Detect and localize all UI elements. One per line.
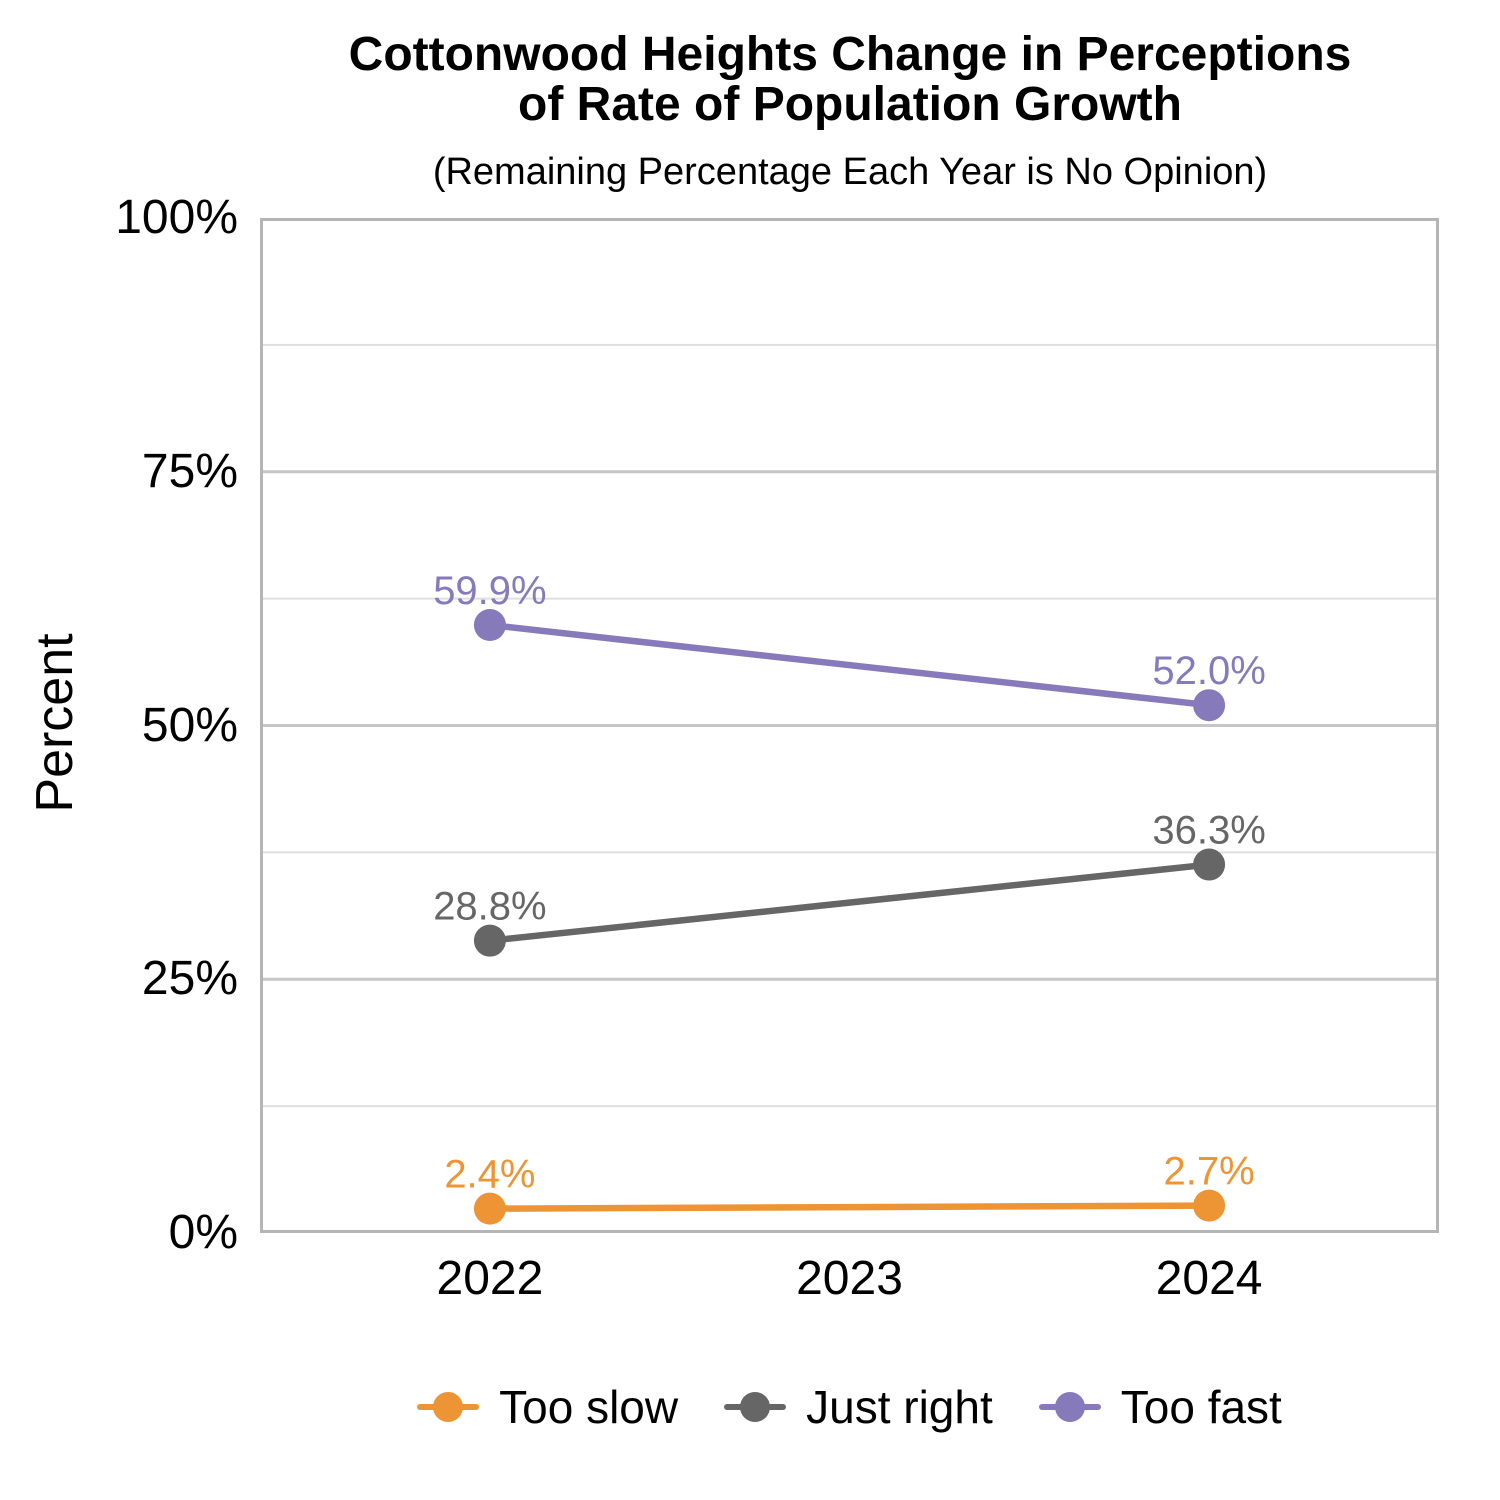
y-tick-0pct: 0% [168, 1206, 238, 1259]
legend-label-too-fast: Too fast [1120, 1381, 1282, 1433]
chart-title-line-2: of Rate of Population Growth [518, 78, 1182, 131]
data-point-too-fast-2024 [1193, 689, 1226, 722]
legend-key-dot-too-slow [433, 1392, 464, 1422]
data-point-too-slow-2022 [473, 1192, 506, 1225]
data-point-just-right-2024 [1193, 848, 1226, 881]
panel-border [260, 218, 1439, 1233]
legend-key-dot-too-fast [1054, 1392, 1085, 1422]
y-axis-tick-labels: 0% 25% 50% 75% 100% [0, 191, 238, 1259]
data-point-too-slow-2024 [1193, 1189, 1226, 1222]
data-label-too-slow-2024: 2.7% [1164, 1150, 1255, 1194]
y-tick-75pct: 75% [141, 444, 238, 498]
chart-title-line-1: Cottonwood Heights Change in Perceptions [348, 28, 1352, 81]
x-tick-2022: 2022 [436, 1252, 544, 1305]
legend-key-icon-too-fast [1038, 1390, 1101, 1424]
series-line-too-slow [489, 1202, 1210, 1212]
data-label-just-right-2022: 28.8% [433, 885, 546, 929]
legend-key-icon-just-right [724, 1390, 787, 1424]
data-point-too-fast-2022 [473, 609, 506, 642]
data-label-too-slow-2022: 2.4% [444, 1153, 535, 1197]
legend-item-just-right: Just right [724, 1379, 993, 1435]
plot-panel: 2.4% 2.7% 28.8% 36.3% 59.9% 52.0% [260, 218, 1439, 1233]
legend-label-just-right: Just right [806, 1381, 993, 1433]
data-label-just-right-2024: 36.3% [1152, 809, 1265, 853]
chart-subtitle: (Remaining Percentage Each Year is No Op… [432, 151, 1268, 193]
legend-label-too-slow: Too slow [499, 1381, 679, 1433]
legend: Too slow Just right Too fast [260, 1372, 1439, 1442]
series-line-too-fast [489, 621, 1210, 709]
data-label-too-fast-2024: 52.0% [1152, 649, 1265, 693]
y-tick-100pct: 100% [115, 191, 238, 244]
data-label-too-fast-2022: 59.9% [433, 569, 546, 613]
data-point-just-right-2022 [473, 924, 506, 957]
series-line-just-right [489, 861, 1210, 944]
legend-key-dot-just-right [740, 1392, 771, 1422]
x-axis-tick-labels: 2022 2023 2024 [260, 1251, 1439, 1311]
x-tick-2024: 2024 [1155, 1252, 1263, 1305]
legend-key-icon-too-slow [417, 1390, 480, 1424]
y-tick-25pct: 25% [141, 952, 238, 1006]
x-tick-2023: 2023 [796, 1252, 903, 1305]
legend-item-too-slow: Too slow [417, 1379, 678, 1435]
chart-title: Cottonwood Heights Change in Perceptions… [290, 30, 1410, 130]
y-tick-50pct: 50% [141, 698, 238, 752]
legend-item-too-fast: Too fast [1038, 1379, 1282, 1435]
